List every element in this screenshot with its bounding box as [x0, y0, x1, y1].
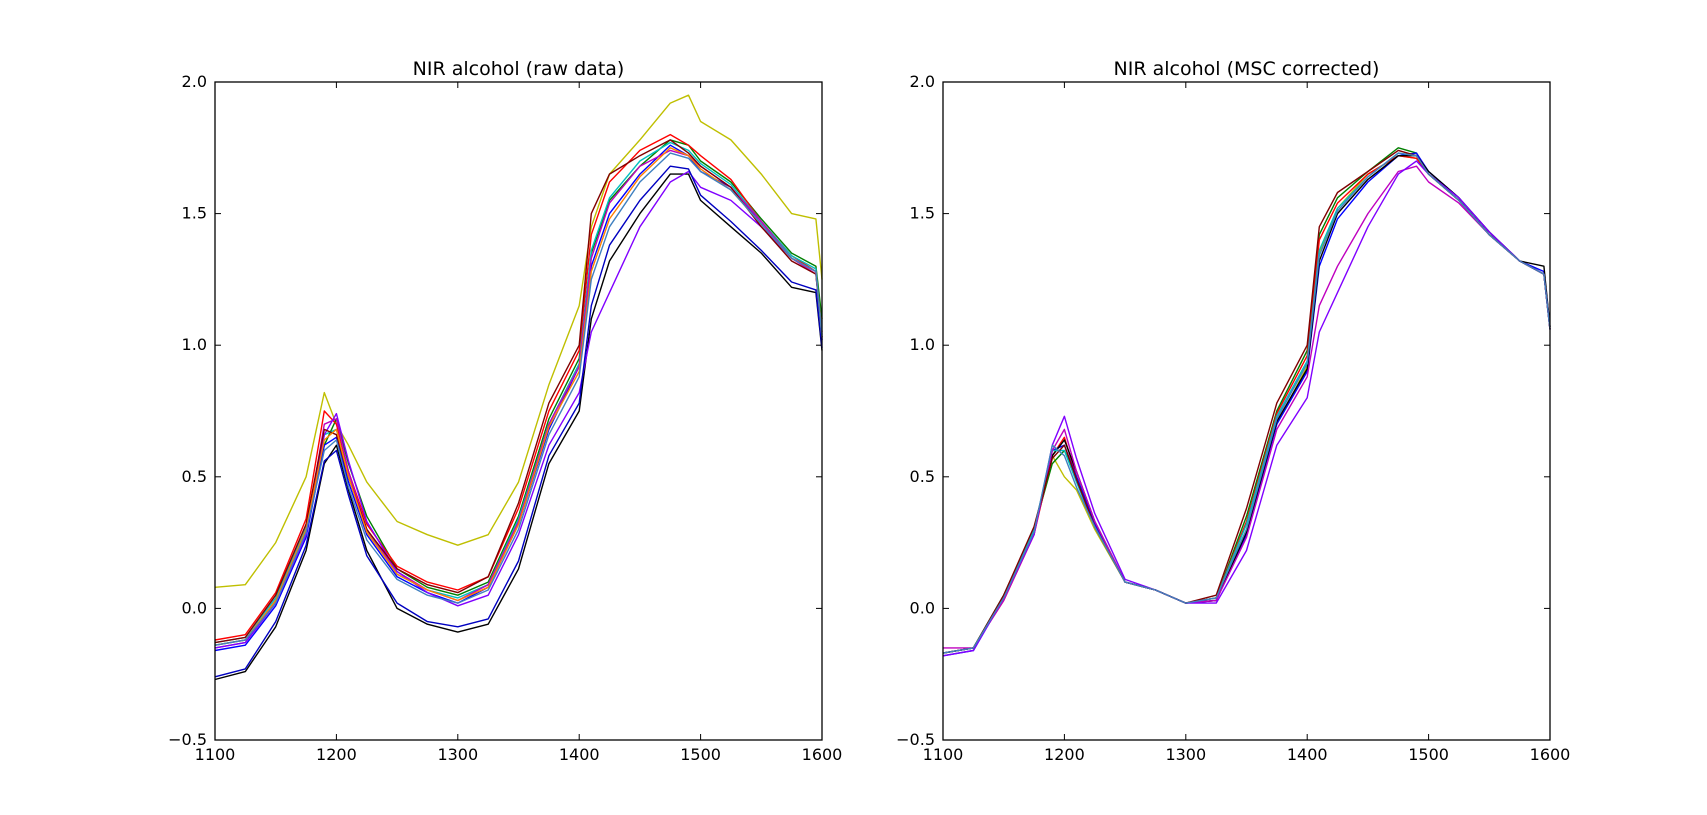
right-series-line-8	[942, 160, 1551, 657]
left-panel: NIR alcohol (raw data) 1100 1200 1300 1400 1…	[168, 58, 842, 764]
right-panel-title: NIR alcohol (MSC corrected)	[1114, 58, 1380, 80]
left-series-line-8	[214, 170, 823, 649]
left-series-line-5	[214, 173, 823, 681]
right-x-tick-label: 1500	[1408, 745, 1449, 764]
left-x-tick-label: 1600	[802, 745, 843, 764]
left-y-tick-label: 2.0	[182, 72, 207, 91]
right-series-line-4	[942, 152, 1551, 657]
left-series-line-10	[214, 165, 823, 678]
right-series-line-7	[943, 165, 1551, 649]
right-y-tick-label: −0.5	[896, 730, 935, 749]
left-series-line-12	[214, 152, 823, 646]
left-y-tick-label: 1.0	[182, 335, 207, 354]
right-series-line-10	[942, 152, 1551, 654]
right-y-tick-label: 1.5	[910, 204, 935, 223]
left-y-tick-label: 1.5	[182, 204, 207, 223]
left-y-tick-label: 0.5	[182, 467, 207, 486]
left-y-tick-label: 0.0	[182, 598, 207, 617]
right-series-line-2	[942, 147, 1551, 654]
right-x-tick-label: 1100	[923, 745, 964, 764]
left-plot-frame	[214, 81, 823, 741]
left-y-tick-label: −0.5	[168, 730, 207, 749]
right-x-tick-label: 1600	[1530, 745, 1571, 764]
right-y-tick-label: 1.0	[910, 335, 935, 354]
right-x-tick-label: 1300	[1165, 745, 1206, 764]
left-x-tick-label: 1200	[316, 745, 357, 764]
left-series-line-2	[214, 139, 823, 646]
right-series-line-3	[942, 155, 1551, 654]
left-x-tick-label: 1400	[559, 745, 600, 764]
right-y-tick-label: 0.5	[910, 467, 935, 486]
right-series-line-6	[942, 152, 1551, 654]
right-x-tick-label: 1200	[1044, 745, 1085, 764]
left-x-tick-label: 1300	[437, 745, 478, 764]
left-panel-title: NIR alcohol (raw data)	[413, 58, 625, 80]
right-plot-frame	[942, 81, 1551, 741]
right-series-line-5	[942, 155, 1551, 654]
left-series-line-1	[214, 94, 823, 588]
right-x-tick-label: 1400	[1287, 745, 1328, 764]
left-series-line-3	[214, 133, 823, 641]
right-series-line-1	[942, 155, 1551, 654]
left-series-line-7	[214, 149, 823, 649]
right-series-line-9	[942, 149, 1551, 654]
left-x-tick-label: 1500	[680, 745, 721, 764]
right-panel: NIR alcohol (MSC corrected) 1100 1200 1300…	[896, 58, 1570, 764]
right-y-tick-label: 2.0	[910, 72, 935, 91]
right-y-tick-label: 0.0	[910, 598, 935, 617]
left-series-line-9	[214, 139, 823, 644]
left-x-tick-label: 1100	[195, 745, 236, 764]
